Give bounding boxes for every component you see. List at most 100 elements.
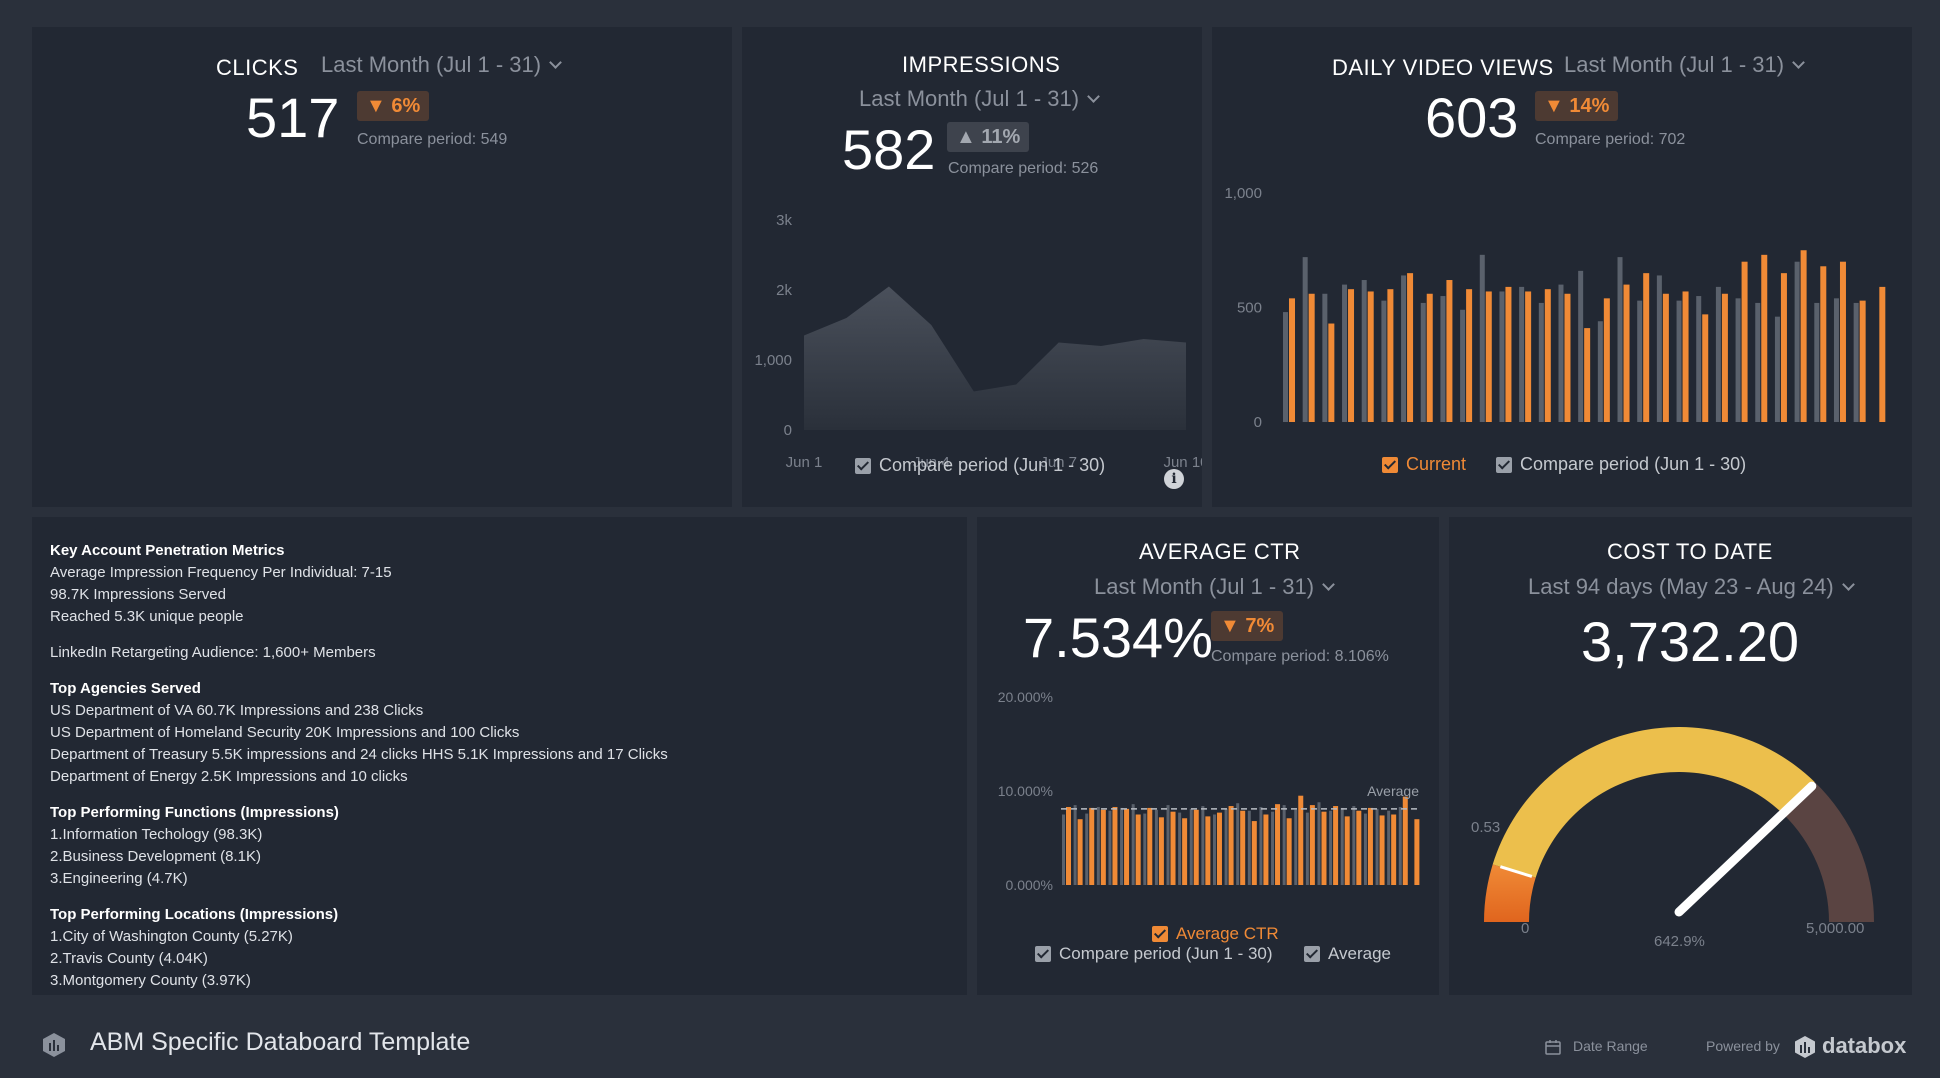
- ctr-legend-average[interactable]: Average: [1304, 944, 1391, 964]
- notes-line: 1.City of Washington County (5.27K): [50, 928, 293, 945]
- y-tick-label: 20.000%: [998, 689, 1053, 705]
- y-tick-label: 1,000: [754, 352, 792, 369]
- x-tick-label: Jul 6: [1374, 446, 1406, 447]
- impressions-legend-label: Compare period (Jun 1 - 30): [879, 455, 1106, 475]
- current-bar: [1289, 298, 1295, 422]
- compare-bar: [1558, 284, 1564, 422]
- notes-line: Department of Treasury 5.5K impressions …: [50, 746, 668, 763]
- video-views-period-dropdown[interactable]: Last Month (Jul 1 - 31): [1564, 52, 1805, 78]
- ctr-bar: [1077, 819, 1083, 885]
- ctr-bar: [1135, 814, 1141, 885]
- notes-gap: [50, 664, 668, 678]
- compare-bar: [1154, 809, 1158, 885]
- checkbox-icon: [1035, 946, 1051, 962]
- compare-bar: [1361, 280, 1367, 422]
- current-bar: [1662, 293, 1669, 422]
- ctr-bar: [1275, 804, 1281, 885]
- impressions-change-badge: ▲ 11%: [947, 122, 1030, 152]
- notes-line: 2.Travis County (4.04K): [50, 950, 208, 967]
- video-views-panel: DAILY VIDEO VIEWS Last Month (Jul 1 - 31…: [1212, 27, 1912, 507]
- compare-bar: [1352, 806, 1356, 885]
- compare-bar: [1538, 302, 1544, 422]
- cost-period-dropdown[interactable]: Last 94 days (May 23 - Aug 24): [1528, 574, 1855, 600]
- video-views-legend-current[interactable]: Current: [1382, 454, 1466, 475]
- notes-gap: [50, 890, 668, 904]
- ctr-legend-compare[interactable]: Compare period (Jun 1 - 30): [1035, 944, 1273, 964]
- notes-line: US Department of VA 60.7K Impressions an…: [50, 702, 424, 719]
- ctr-legend-average-label: Average: [1328, 944, 1392, 963]
- ctr-period-label: Last Month (Jul 1 - 31): [1094, 574, 1315, 599]
- current-bar: [1603, 298, 1610, 422]
- current-bar: [1682, 291, 1689, 422]
- ctr-chart: 20.000%10.000%0.000%AverageJul 1Jul 11Ju…: [998, 689, 1421, 893]
- impressions-period-dropdown[interactable]: Last Month (Jul 1 - 31): [859, 86, 1100, 112]
- current-bar: [1879, 286, 1886, 422]
- checkbox-icon: [855, 457, 871, 474]
- compare-bar: [1440, 296, 1446, 422]
- compare-bar: [1578, 270, 1584, 422]
- compare-bar: [1271, 811, 1275, 885]
- x-tick-label: Jun 7: [1040, 454, 1077, 471]
- notes-line: 1.Information Techology (98.3K): [50, 826, 263, 843]
- clicks-period-dropdown[interactable]: Last Month (Jul 1 - 31): [321, 52, 562, 78]
- y-tick-label: 3k: [776, 212, 792, 229]
- date-range-button[interactable]: Date Range: [1573, 1038, 1648, 1054]
- ctr-bar: [1344, 816, 1350, 885]
- chevron-down-icon: [1792, 56, 1805, 69]
- compare-bar: [1363, 813, 1367, 885]
- gauge-band-low: [1484, 864, 1536, 922]
- current-bar: [1348, 289, 1355, 422]
- impressions-chart: 3k 2k 1,000 0 Jun 1 Jun 4 Jun 7 Jun 10: [754, 212, 1202, 471]
- compare-bar: [1294, 809, 1298, 885]
- gauge-needle: [1674, 781, 1817, 917]
- compare-bar: [1178, 812, 1182, 885]
- x-tick-label: Jun 1: [786, 454, 823, 471]
- databox-brand[interactable]: databox: [1822, 1033, 1907, 1058]
- ctr-period-dropdown[interactable]: Last Month (Jul 1 - 31): [1094, 574, 1335, 600]
- current-bar: [1426, 293, 1433, 422]
- info-icon[interactable]: i: [1164, 469, 1184, 489]
- current-bar: [1820, 266, 1827, 422]
- compare-bar: [1131, 804, 1135, 885]
- compare-bar: [1853, 302, 1859, 422]
- compare-bar: [1236, 803, 1240, 885]
- impressions-period-label: Last Month (Jul 1 - 31): [859, 86, 1080, 111]
- databoard-title: ABM Specific Databoard Template: [90, 1028, 471, 1056]
- ctr-bar: [1333, 806, 1339, 885]
- checkbox-icon: [1382, 456, 1398, 473]
- gauge-min-label: 0: [1521, 920, 1530, 937]
- compare-bar: [1062, 814, 1065, 885]
- clicks-title: CLICKS: [216, 55, 299, 80]
- compare-bar: [1755, 302, 1761, 422]
- compare-bar: [1833, 298, 1839, 422]
- clicks-compare: Compare period: 549: [357, 131, 508, 148]
- notes-line: 3.Montgomery County (3.97K): [50, 972, 251, 989]
- current-bar: [1485, 291, 1492, 422]
- clicks-panel: CLICKS Last Month (Jul 1 - 31) 517 ▼ 6% …: [32, 27, 732, 507]
- compare-bar: [1085, 813, 1089, 885]
- video-views-compare: Compare period: 702: [1535, 131, 1686, 148]
- x-tick-label: Jul 16: [1566, 446, 1606, 447]
- impressions-legend-compare[interactable]: Compare period (Jun 1 - 30): [855, 455, 1105, 476]
- current-bar: [1623, 284, 1630, 422]
- ctr-bar: [1066, 806, 1071, 885]
- compare-bar: [1329, 810, 1333, 885]
- ctr-legend-ctr[interactable]: Average CTR: [1152, 924, 1279, 944]
- compare-bar: [1715, 286, 1721, 422]
- chevron-down-icon: [1322, 578, 1335, 591]
- ctr-bar: [1158, 817, 1164, 885]
- compare-bar: [1166, 805, 1170, 885]
- calendar-icon[interactable]: [1545, 1039, 1561, 1055]
- ctr-bar: [1205, 816, 1211, 885]
- ctr-bar: [1263, 814, 1269, 885]
- compare-bar: [1460, 309, 1466, 422]
- x-tick-label: Jul 11: [1468, 446, 1507, 447]
- y-tick-label: 2k: [776, 282, 792, 299]
- checkbox-icon: [1304, 946, 1320, 962]
- compare-bar: [1656, 275, 1662, 422]
- ctr-bar: [1170, 811, 1176, 885]
- notes-heading: Top Performing Locations (Impressions): [50, 906, 339, 923]
- video-views-legend-compare[interactable]: Compare period (Jun 1 - 30): [1496, 454, 1746, 475]
- gauge-pct-label: 642.9%: [1654, 933, 1705, 950]
- compare-bar: [1259, 806, 1263, 885]
